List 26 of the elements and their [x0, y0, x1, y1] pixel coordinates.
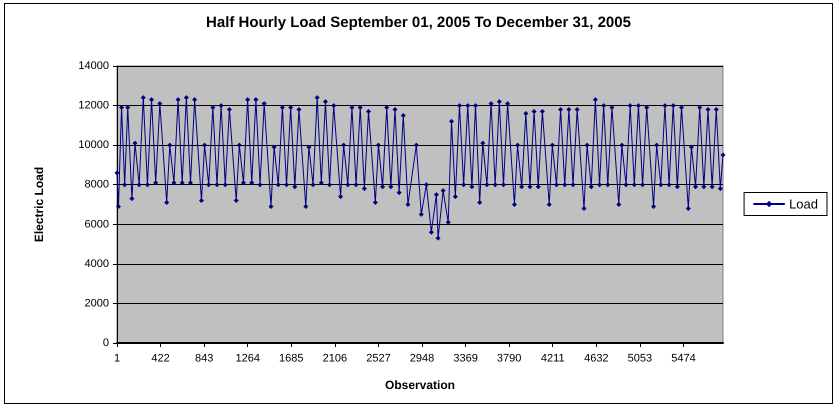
x-tick-label: 1264	[235, 352, 260, 364]
x-axis-title: Observation	[384, 378, 456, 392]
x-tick-label: 3790	[496, 352, 522, 364]
y-tick-label: 0	[102, 337, 109, 349]
x-tick-label: 4211	[540, 352, 565, 364]
y-tick-label: 2000	[84, 297, 109, 310]
y-tick-label: 14000	[78, 60, 109, 72]
x-tick-label: 5474	[671, 352, 696, 364]
y-tick-label: 8000	[84, 178, 109, 191]
chart-title: Half Hourly Load September 01, 2005 To December 31, 2005	[206, 14, 631, 31]
x-tick-label: 843	[194, 352, 214, 364]
x-tick-label: 422	[151, 352, 170, 364]
x-tick-label: 2948	[410, 352, 434, 364]
x-tick-label: 4632	[584, 352, 609, 364]
y-tick-label: 10000	[78, 139, 109, 152]
x-tick-label: 5053	[628, 352, 652, 364]
x-tick-label: 2106	[322, 352, 348, 364]
x-tick-label: 3369	[453, 352, 478, 364]
x-tick-label: 2527	[366, 352, 391, 364]
legend-label: Load	[789, 196, 818, 212]
y-tick-label: 6000	[84, 218, 109, 230]
y-tick-label: 12000	[78, 100, 109, 112]
y-axis-title: Electric Load	[32, 166, 46, 242]
x-tick-label: 1685	[279, 352, 304, 364]
y-tick-label: 4000	[84, 258, 109, 270]
x-tick-label: 1	[114, 352, 120, 364]
